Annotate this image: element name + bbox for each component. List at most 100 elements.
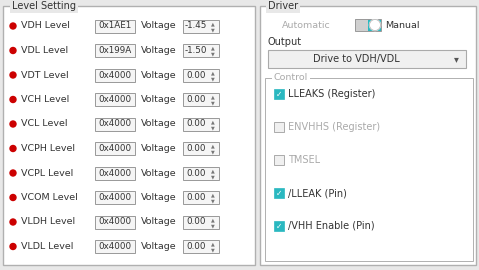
Text: VDL Level: VDL Level <box>21 46 68 55</box>
Text: 0x4000: 0x4000 <box>99 70 132 79</box>
Text: VCPL Level: VCPL Level <box>21 168 73 177</box>
Text: ▼: ▼ <box>211 76 215 81</box>
Text: Driver: Driver <box>268 1 298 11</box>
Text: Voltage: Voltage <box>141 120 177 129</box>
Circle shape <box>10 121 16 127</box>
Text: 0.00: 0.00 <box>186 193 206 202</box>
Text: Level Setting: Level Setting <box>12 1 76 11</box>
Text: 0.00: 0.00 <box>186 218 206 227</box>
Circle shape <box>10 244 16 249</box>
Text: ▲: ▲ <box>211 46 215 50</box>
Bar <box>95 93 135 106</box>
Text: Voltage: Voltage <box>141 46 177 55</box>
Bar <box>260 6 476 265</box>
Text: ▼: ▼ <box>211 223 215 228</box>
Bar <box>355 19 381 31</box>
Text: ▼: ▼ <box>211 125 215 130</box>
Text: ▼: ▼ <box>211 27 215 32</box>
Text: Voltage: Voltage <box>141 242 177 251</box>
Text: Voltage: Voltage <box>141 144 177 153</box>
Bar <box>183 19 219 32</box>
Bar <box>3 6 255 265</box>
Circle shape <box>10 96 16 103</box>
Circle shape <box>10 72 16 78</box>
Circle shape <box>10 194 16 201</box>
Circle shape <box>369 19 380 31</box>
Text: 0x4000: 0x4000 <box>99 242 132 251</box>
Bar <box>274 155 284 165</box>
Circle shape <box>10 48 16 53</box>
Bar <box>183 215 219 228</box>
Text: VCL Level: VCL Level <box>21 120 68 129</box>
Text: 0.00: 0.00 <box>186 168 206 177</box>
Bar <box>95 191 135 204</box>
Text: ▲: ▲ <box>211 119 215 124</box>
Text: Manual: Manual <box>385 21 420 29</box>
Bar <box>95 240 135 253</box>
Text: ▼: ▼ <box>211 100 215 106</box>
Text: 0x4000: 0x4000 <box>99 218 132 227</box>
Text: Automatic: Automatic <box>282 21 331 29</box>
Text: ENVHHS (Register): ENVHHS (Register) <box>288 122 380 132</box>
Text: 0x4000: 0x4000 <box>99 144 132 153</box>
Text: 0.00: 0.00 <box>186 120 206 129</box>
Text: 0.00: 0.00 <box>186 95 206 104</box>
Text: Control: Control <box>274 73 308 83</box>
Text: ✓: ✓ <box>276 188 282 197</box>
Text: 0x199A: 0x199A <box>98 46 132 55</box>
Circle shape <box>10 23 16 29</box>
Bar <box>268 50 466 68</box>
Bar <box>183 191 219 204</box>
Text: 0.00: 0.00 <box>186 242 206 251</box>
Bar <box>95 44 135 57</box>
Circle shape <box>10 219 16 225</box>
Text: ▲: ▲ <box>211 217 215 222</box>
Bar <box>183 93 219 106</box>
Bar <box>183 44 219 57</box>
Text: VDT Level: VDT Level <box>21 70 68 79</box>
Text: ▾: ▾ <box>454 54 458 64</box>
Text: -1.50: -1.50 <box>185 46 207 55</box>
Bar <box>95 69 135 82</box>
Text: ✓: ✓ <box>276 89 282 99</box>
Text: VLDL Level: VLDL Level <box>21 242 73 251</box>
Text: ▲: ▲ <box>211 143 215 148</box>
Text: VDH Level: VDH Level <box>21 22 70 31</box>
Text: VCH Level: VCH Level <box>21 95 69 104</box>
Bar <box>183 142 219 155</box>
Bar <box>355 19 368 31</box>
Text: Voltage: Voltage <box>141 22 177 31</box>
Bar <box>265 78 473 261</box>
Text: ▼: ▼ <box>211 52 215 56</box>
Bar <box>183 167 219 180</box>
Bar <box>274 188 284 198</box>
Text: VLDH Level: VLDH Level <box>21 218 75 227</box>
Text: ✓: ✓ <box>276 221 282 231</box>
Text: 0.00: 0.00 <box>186 70 206 79</box>
Text: 0x1AE1: 0x1AE1 <box>98 22 132 31</box>
Bar <box>95 167 135 180</box>
Text: ▲: ▲ <box>211 193 215 197</box>
Bar <box>95 19 135 32</box>
Bar <box>183 69 219 82</box>
Text: ▲: ▲ <box>211 94 215 100</box>
Text: ▼: ▼ <box>211 174 215 179</box>
Text: ▲: ▲ <box>211 70 215 75</box>
Text: Voltage: Voltage <box>141 70 177 79</box>
Text: TMSEL: TMSEL <box>288 155 320 165</box>
Text: ▲: ▲ <box>211 21 215 26</box>
Text: ▲: ▲ <box>211 168 215 173</box>
Bar <box>274 221 284 231</box>
Text: Voltage: Voltage <box>141 218 177 227</box>
Circle shape <box>10 170 16 176</box>
Text: 0x4000: 0x4000 <box>99 193 132 202</box>
Bar <box>274 122 284 132</box>
Text: ▼: ▼ <box>211 248 215 252</box>
Text: LLEAKS (Register): LLEAKS (Register) <box>288 89 376 99</box>
Text: VCOM Level: VCOM Level <box>21 193 78 202</box>
Bar <box>95 215 135 228</box>
Text: ▼: ▼ <box>211 198 215 204</box>
Bar <box>274 89 284 99</box>
Bar <box>183 240 219 253</box>
Text: -1.45: -1.45 <box>185 22 207 31</box>
